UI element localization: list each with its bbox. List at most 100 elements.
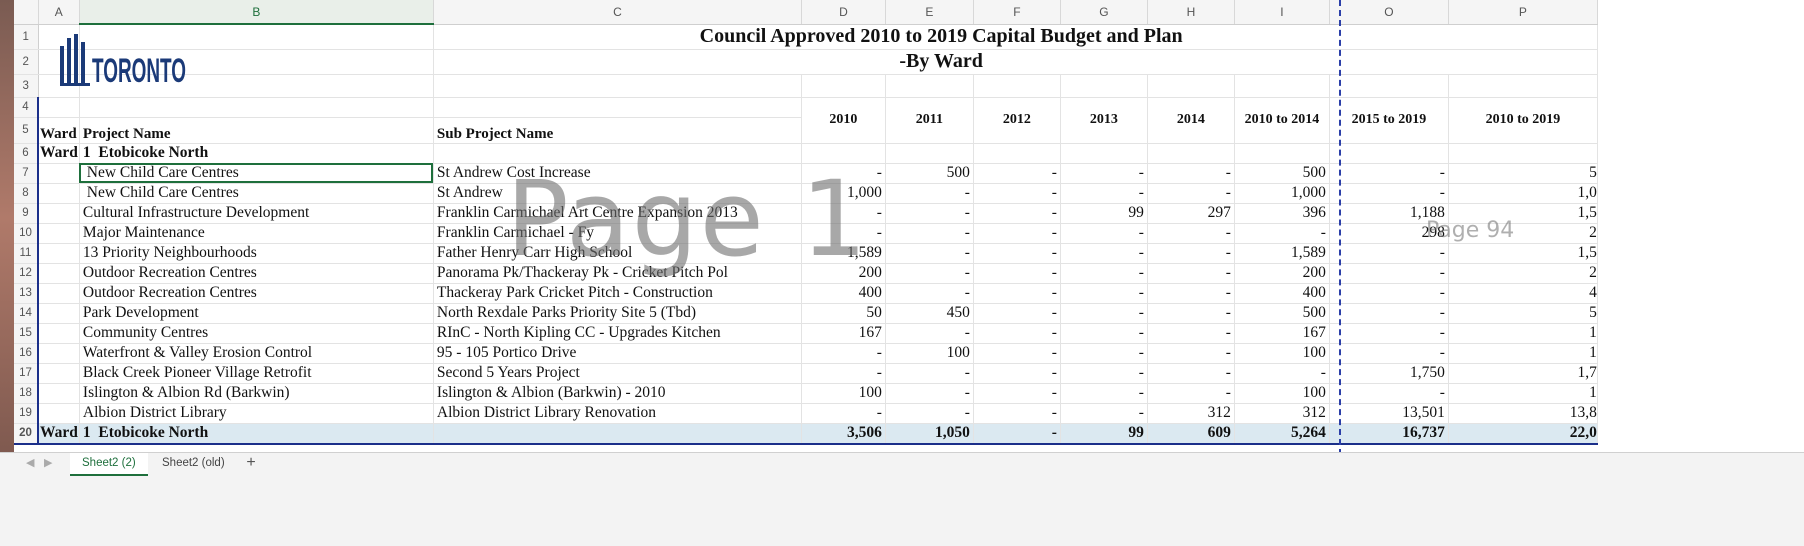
row-header[interactable]: 11 — [14, 243, 39, 264]
sub-project-cell[interactable]: Islington & Albion (Barkwin) - 2010 — [433, 383, 802, 404]
value-2010[interactable]: - — [801, 163, 886, 184]
value-2013[interactable]: - — [1060, 363, 1148, 384]
value-2011[interactable]: 450 — [885, 303, 974, 324]
ward-cell[interactable] — [36, 303, 80, 324]
value-2011[interactable]: - — [885, 363, 974, 384]
column-header-a[interactable]: A — [38, 0, 80, 25]
value-2012[interactable]: - — [973, 283, 1061, 304]
total-ward-name[interactable]: 1 Etobicoke North — [79, 423, 434, 445]
sub-project-cell[interactable]: Franklin Carmichael Art Centre Expansion… — [433, 203, 802, 224]
sub-project-cell[interactable]: Albion District Library Renovation — [433, 403, 802, 424]
value-2010-to-2014[interactable]: - — [1234, 223, 1330, 244]
value-2010-to-2014[interactable]: 200 — [1234, 263, 1330, 284]
column-header-d[interactable]: D — [801, 0, 886, 25]
value-2014[interactable]: - — [1147, 223, 1235, 244]
report-subtitle[interactable]: -By Ward — [433, 49, 1449, 75]
total-ward-label[interactable]: Ward — [36, 423, 80, 445]
cell-c3[interactable] — [433, 74, 802, 98]
project-name-cell[interactable]: Major Maintenance — [79, 223, 434, 244]
value-2010-to-2014[interactable]: 1,000 — [1234, 183, 1330, 204]
value-2010[interactable]: 100 — [801, 383, 886, 404]
ward-heading-label[interactable]: Ward — [36, 142, 80, 164]
value-2015-to-2019[interactable]: - — [1329, 303, 1449, 324]
ward-cell[interactable] — [36, 323, 80, 344]
value-2015-to-2019[interactable]: - — [1329, 243, 1449, 264]
value-2010-to-2019[interactable]: 1 — [1448, 323, 1598, 344]
value-2011[interactable]: - — [885, 323, 974, 344]
value-2010-to-2014[interactable]: 312 — [1234, 403, 1330, 424]
value-2010-to-2019[interactable]: 13,8 — [1448, 403, 1598, 424]
value-2013[interactable]: 99 — [1060, 203, 1148, 224]
value-2010-to-2019[interactable]: 2 — [1448, 263, 1598, 284]
value-2010-to-2014[interactable]: 500 — [1234, 163, 1330, 184]
value-2015-to-2019[interactable]: 13,501 — [1329, 403, 1449, 424]
row-header[interactable]: 16 — [14, 343, 39, 364]
ward-cell[interactable] — [36, 263, 80, 284]
row-header-6[interactable]: 6 — [14, 143, 39, 164]
value-2013[interactable]: - — [1060, 403, 1148, 424]
next-sheet-icon[interactable]: ▶ — [44, 457, 53, 469]
sub-project-cell[interactable]: RInC - North Kipling CC - Upgrades Kitch… — [433, 323, 802, 344]
value-2014[interactable]: - — [1147, 163, 1235, 184]
cell-a2[interactable] — [38, 49, 80, 75]
value-2010-to-2019[interactable]: 5 — [1448, 163, 1598, 184]
cell-f6[interactable] — [973, 142, 1061, 164]
cell-d6[interactable] — [801, 142, 886, 164]
project-name-cell[interactable]: Outdoor Recreation Centres — [79, 283, 434, 304]
value-2010-to-2014[interactable]: 396 — [1234, 203, 1330, 224]
cell-i3[interactable] — [1234, 74, 1330, 98]
value-2010-to-2019[interactable]: 1 — [1448, 383, 1598, 404]
ward-heading-name[interactable]: 1 Etobicoke North — [79, 142, 434, 164]
value-2012[interactable]: - — [973, 203, 1061, 224]
row-header[interactable]: 14 — [14, 303, 39, 324]
ward-cell[interactable] — [36, 183, 80, 204]
cell-b2[interactable] — [79, 49, 434, 75]
select-all-corner[interactable] — [14, 0, 39, 25]
header-2014[interactable]: 2014 — [1147, 96, 1235, 144]
cell-g3[interactable] — [1060, 74, 1148, 98]
value-2011[interactable]: - — [885, 283, 974, 304]
column-header-f[interactable]: F — [973, 0, 1061, 25]
row-header-1[interactable]: 1 — [14, 24, 39, 50]
value-2015-to-2019[interactable]: 1,750 — [1329, 363, 1449, 384]
row-header-2[interactable]: 2 — [14, 49, 39, 75]
value-2010-to-2019[interactable]: 2 — [1448, 223, 1598, 244]
value-2013[interactable]: - — [1060, 243, 1148, 264]
cell-a1[interactable] — [38, 24, 80, 50]
cell-h6[interactable] — [1147, 142, 1235, 164]
value-2010[interactable]: 400 — [801, 283, 886, 304]
cell-i6[interactable] — [1234, 142, 1330, 164]
sub-project-cell[interactable]: Franklin Carmichael - Fy — [433, 223, 802, 244]
value-2011[interactable]: - — [885, 383, 974, 404]
row-header[interactable]: 18 — [14, 383, 39, 404]
cell-a4[interactable] — [36, 96, 80, 118]
value-2014[interactable]: - — [1147, 343, 1235, 364]
row-header-20[interactable]: 20 — [14, 423, 39, 445]
project-name-cell[interactable]: Waterfront & Valley Erosion Control — [79, 343, 434, 364]
value-2012[interactable]: - — [973, 403, 1061, 424]
row-header[interactable]: 8 — [14, 183, 39, 204]
ward-cell[interactable] — [36, 363, 80, 384]
cell-f3[interactable] — [973, 74, 1061, 98]
value-2011[interactable]: - — [885, 243, 974, 264]
column-header-h[interactable]: H — [1147, 0, 1235, 25]
column-header-b[interactable]: B — [79, 0, 434, 25]
value-2013[interactable]: - — [1060, 183, 1148, 204]
sub-project-cell[interactable]: St Andrew Cost Increase — [433, 163, 802, 184]
value-2014[interactable]: - — [1147, 383, 1235, 404]
value-2014[interactable]: - — [1147, 323, 1235, 344]
value-2010-to-2014[interactable]: 500 — [1234, 303, 1330, 324]
value-2012[interactable]: - — [973, 383, 1061, 404]
value-2014[interactable]: - — [1147, 303, 1235, 324]
header-sub-project-name[interactable]: Sub Project Name — [433, 117, 802, 144]
row-header[interactable]: 13 — [14, 283, 39, 304]
row-header[interactable]: 9 — [14, 203, 39, 224]
project-name-cell[interactable]: Outdoor Recreation Centres — [79, 263, 434, 284]
total-2010-to-2014[interactable]: 5,264 — [1234, 423, 1330, 445]
prev-sheet-icon[interactable]: ◀ — [26, 457, 35, 469]
project-name-cell[interactable]: New Child Care Centres — [79, 183, 434, 204]
total-2014[interactable]: 609 — [1147, 423, 1235, 445]
value-2011[interactable]: - — [885, 183, 974, 204]
value-2010-to-2019[interactable]: 1,5 — [1448, 243, 1598, 264]
value-2015-to-2019[interactable]: - — [1329, 343, 1449, 364]
